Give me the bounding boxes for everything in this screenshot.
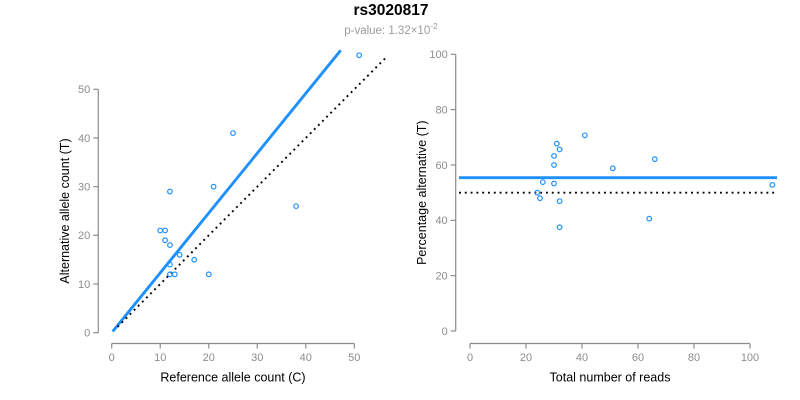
right-x-tick-label: 20 [520, 352, 532, 364]
right-x-tick-label: 40 [576, 352, 588, 364]
left-y-tick-label: 0 [84, 328, 90, 340]
left-x-axis-title: Reference allele count (C) [160, 371, 305, 385]
fitted-ratio-line [111, 49, 342, 333]
left-data-point [293, 203, 299, 210]
left-data-point [230, 130, 236, 137]
identity-line [116, 56, 387, 328]
right-data-point [539, 179, 546, 186]
right-x-tick-label: 0 [467, 352, 473, 364]
left-data-point [167, 188, 173, 195]
right-x-tick-label: 80 [688, 352, 700, 364]
subtitle-exponent: -2 [430, 21, 438, 31]
right-data-point [581, 132, 588, 139]
right-data-point [556, 198, 563, 205]
left-data-point [171, 271, 178, 278]
right-data-point [651, 156, 658, 163]
right-data-point [646, 215, 653, 222]
right-data-point [769, 182, 776, 188]
page-subtitle: p-value: 1.32×10-2 [0, 21, 782, 37]
right-y-tick-label: 0 [442, 326, 448, 338]
left-data-point [162, 227, 168, 234]
subtitle-text: p-value: 1.32×10 [344, 24, 431, 37]
right-y-tick-label: 100 [429, 49, 447, 61]
left-data-point [176, 251, 183, 258]
left-data-point [157, 227, 164, 234]
right-y-tick-label: 60 [435, 160, 447, 172]
right-data-point [534, 189, 541, 196]
right-y-axis-title: Percentage alternative (T) [415, 120, 429, 265]
right-data-point [537, 195, 543, 202]
left-y-tick-label: 40 [78, 133, 90, 145]
left-data-point [167, 271, 173, 278]
left-data-point [162, 237, 168, 244]
left-data-point [167, 261, 173, 268]
left-x-tick-label: 0 [109, 352, 115, 364]
right-data-point [609, 165, 616, 172]
left-x-tick-label: 50 [348, 352, 360, 364]
right-y-tick-label: 80 [435, 104, 447, 116]
left-y-tick-label: 10 [78, 279, 90, 291]
left-y-tick-label: 20 [78, 230, 90, 242]
right-x-tick-label: 100 [741, 352, 759, 364]
left-x-tick-label: 40 [300, 352, 312, 364]
right-data-point [556, 146, 563, 153]
right-data-point [551, 152, 557, 159]
right-data-point [551, 180, 557, 187]
left-data-point [191, 256, 198, 263]
left-y-axis-title: Alternative allele count (T) [58, 138, 72, 283]
left-x-tick-label: 20 [203, 352, 215, 364]
left-data-point [210, 183, 217, 190]
right-y-tick-label: 20 [435, 270, 447, 282]
right-data-point [553, 140, 560, 147]
page-title: rs3020817 [353, 2, 429, 19]
left-y-tick-label: 30 [78, 181, 90, 193]
right-data-point [556, 224, 563, 231]
left-data-point [167, 242, 173, 248]
right-x-tick-label: 60 [632, 352, 644, 364]
right-data-point [551, 162, 557, 168]
right-x-axis-title: Total number of reads [550, 371, 671, 385]
left-x-tick-label: 10 [154, 352, 166, 364]
left-y-tick-label: 50 [78, 84, 90, 96]
left-x-tick-label: 30 [251, 352, 263, 364]
left-data-point [205, 271, 212, 278]
right-y-tick-label: 40 [435, 215, 447, 227]
left-data-point [356, 52, 363, 59]
